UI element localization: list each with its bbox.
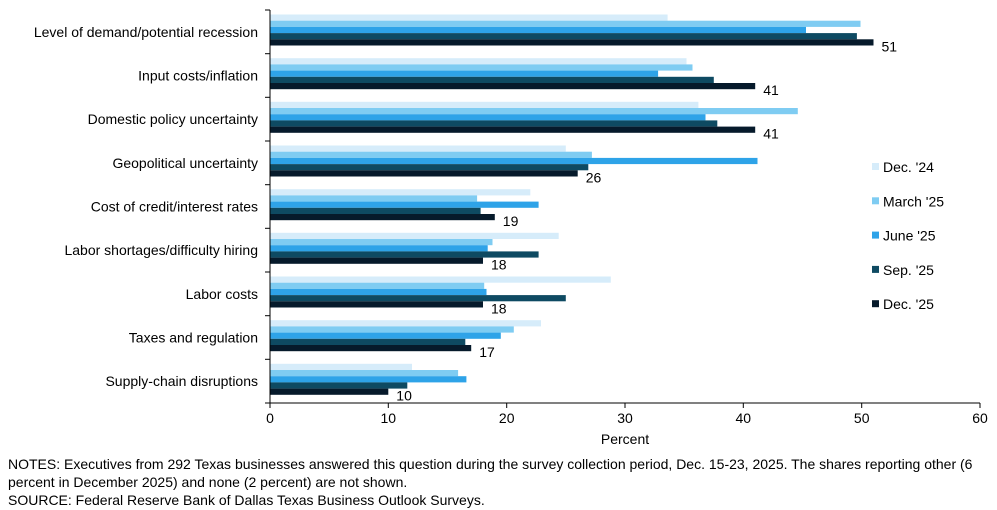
bar (270, 332, 501, 339)
bar (270, 33, 857, 40)
bar (270, 326, 514, 333)
data-label: 19 (503, 213, 519, 229)
legend-swatch (872, 265, 879, 273)
category-label: Taxes and regulation (129, 330, 258, 346)
data-label: 18 (491, 300, 507, 316)
bar (270, 251, 539, 258)
x-tick-label: 20 (499, 410, 515, 426)
bar (270, 214, 495, 221)
bar (270, 301, 483, 308)
bar (270, 232, 559, 239)
bar (270, 120, 718, 127)
category-label: Geopolitical uncertainty (112, 155, 258, 171)
bar-chart: Level of demand/potential recession 51 Inp… (34, 9, 988, 447)
legend-label: June '25 (883, 228, 936, 244)
data-label: 41 (763, 126, 779, 142)
bar (270, 239, 493, 246)
bar (270, 164, 589, 171)
data-label: 26 (586, 169, 602, 185)
data-label: 41 (763, 82, 779, 98)
category-label: Input costs/inflation (138, 68, 258, 84)
bar (270, 376, 467, 383)
category-label: Supply-chain disruptions (105, 373, 258, 389)
legend-label: March '25 (883, 193, 944, 209)
notes-text: NOTES: Executives from 292 Texas busines… (8, 456, 973, 490)
category-label: Cost of credit/interest rates (91, 199, 258, 215)
category-label: Labor costs (186, 286, 258, 302)
bar (270, 245, 488, 252)
data-label: 18 (491, 257, 507, 273)
bar (270, 207, 481, 214)
bar (270, 170, 578, 177)
x-tick-label: 10 (381, 410, 397, 426)
bar (270, 320, 541, 327)
x-axis-label: Percent (601, 431, 649, 447)
bar (270, 157, 758, 165)
bar (270, 345, 472, 352)
legend-label: Sep. '25 (883, 262, 934, 278)
bar (270, 370, 459, 377)
bar (270, 195, 478, 202)
bar (270, 58, 687, 65)
x-tick-label: 40 (736, 410, 752, 426)
bar (270, 201, 539, 208)
x-tick-label: 0 (266, 410, 274, 426)
bar (270, 145, 566, 152)
bar (270, 276, 611, 283)
bar (270, 70, 659, 77)
bar (270, 76, 714, 83)
category-label: Domestic policy uncertainty (88, 111, 258, 127)
legend-swatch (872, 197, 879, 205)
category-label: Labor shortages/difficulty hiring (64, 242, 258, 258)
source-text: SOURCE: Federal Reserve Bank of Dallas T… (8, 492, 485, 508)
bar (270, 288, 487, 296)
legend-label: Dec. '24 (883, 159, 934, 175)
bar (270, 26, 806, 34)
bar (270, 282, 485, 289)
data-label: 10 (396, 388, 412, 404)
bar (270, 83, 756, 90)
x-tick-label: 50 (854, 410, 870, 426)
bar (270, 101, 699, 108)
legend-label: Dec. '25 (883, 296, 934, 312)
legend-swatch (872, 231, 879, 239)
bar (270, 151, 592, 158)
bar (270, 257, 483, 264)
legend-swatch (872, 163, 879, 170)
x-tick-label: 30 (617, 410, 633, 426)
bar (270, 388, 389, 395)
bar (270, 114, 706, 121)
data-label: 51 (882, 38, 898, 54)
bar (270, 363, 412, 370)
bar (270, 14, 668, 21)
bar (270, 338, 466, 345)
bar (270, 108, 798, 115)
bar (270, 64, 693, 71)
x-tick-label: 60 (972, 410, 988, 426)
bar (270, 126, 756, 133)
bar (270, 189, 531, 196)
category-label: Level of demand/potential recession (34, 24, 258, 40)
data-label: 17 (479, 344, 495, 360)
bar (270, 20, 861, 27)
bar (270, 295, 566, 302)
chart-notes: NOTES: Executives from 292 Texas busines… (8, 455, 993, 509)
bar (270, 382, 408, 389)
bar (270, 39, 874, 46)
legend-swatch (872, 300, 879, 308)
